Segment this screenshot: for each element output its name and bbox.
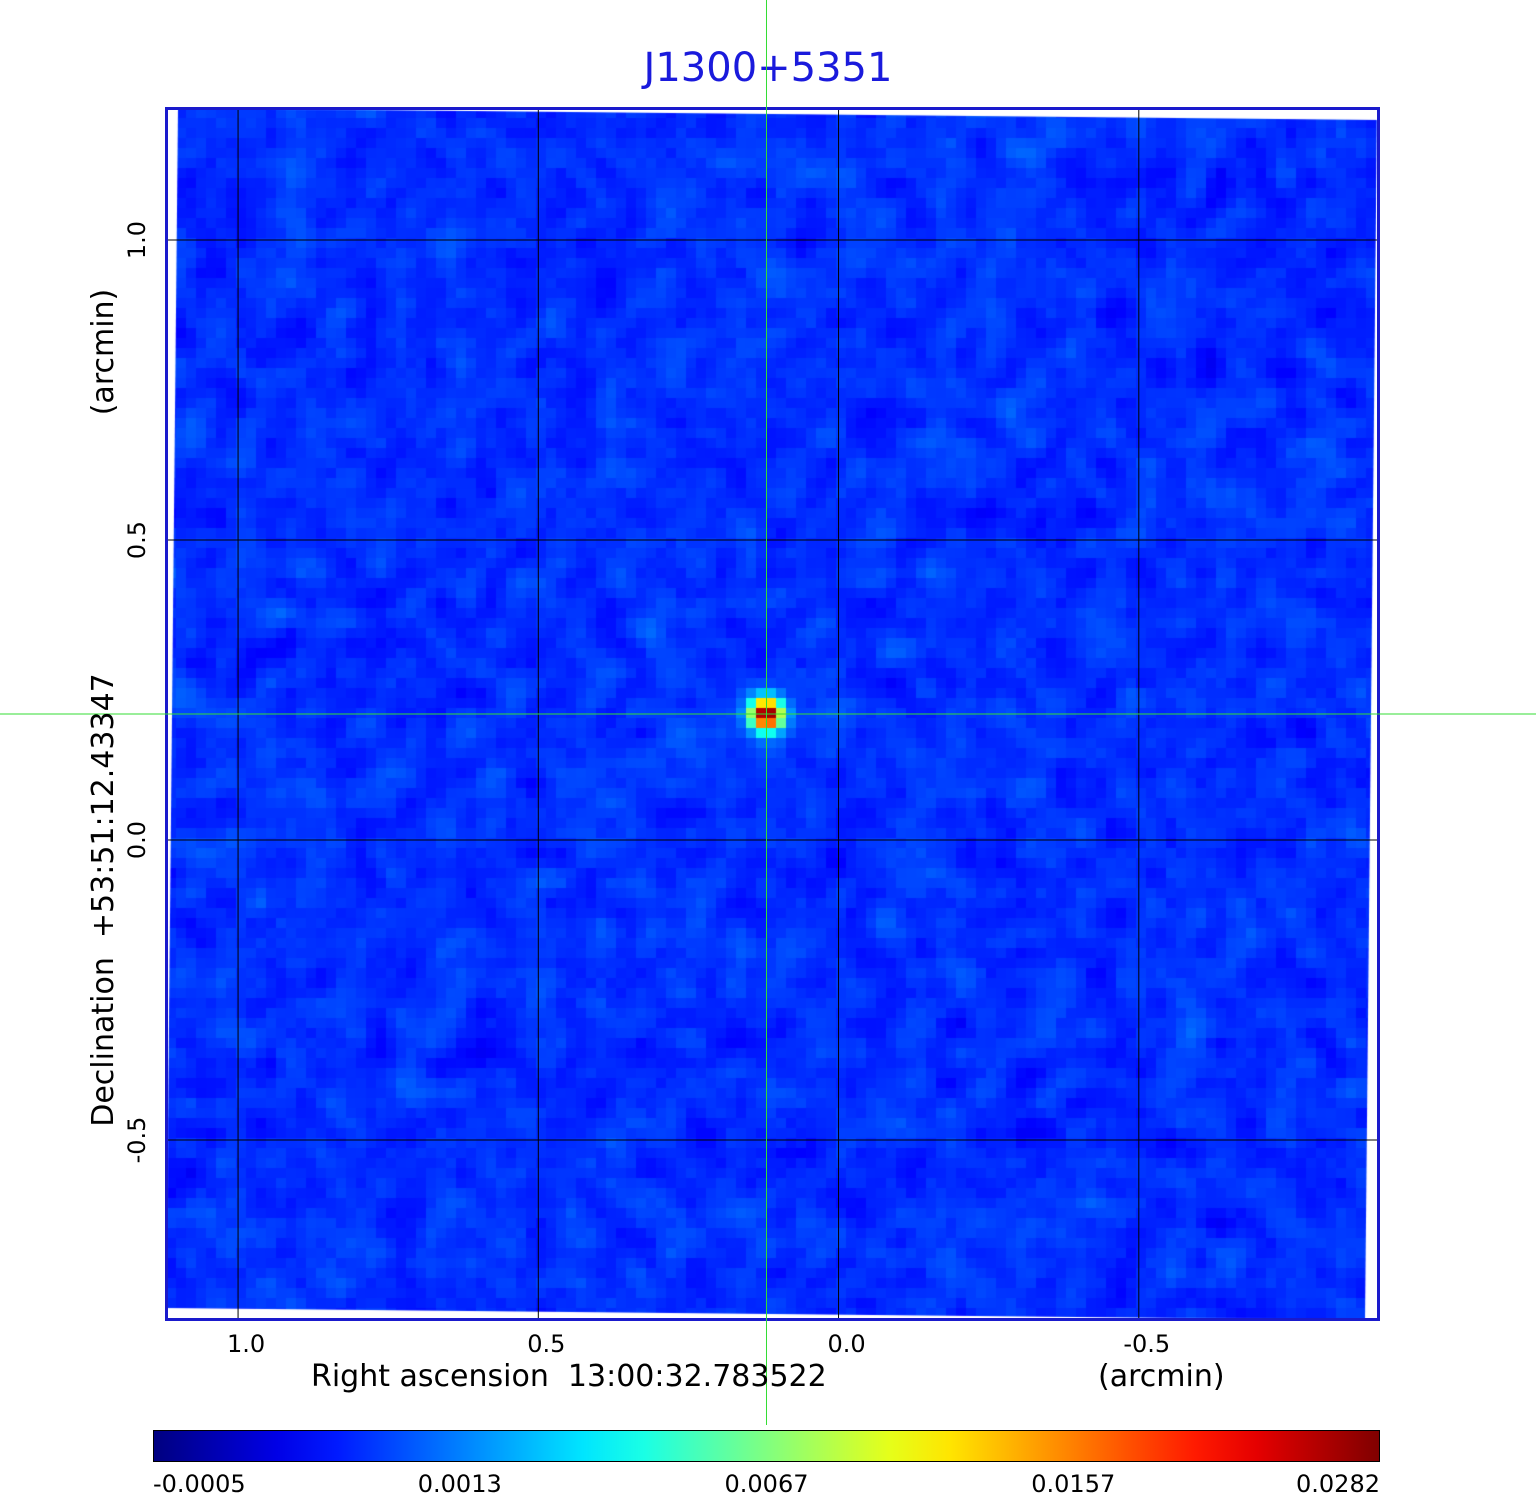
x-tick-label: 1.0 — [226, 1330, 266, 1358]
colorbar — [153, 1430, 1380, 1462]
y-axis-label: Declination +53:51:12.43347 — [86, 673, 121, 1127]
y-tick-label: 1.0 — [123, 220, 151, 260]
x-tick-label: -0.5 — [1123, 1330, 1171, 1358]
x-tick-label: 0.0 — [827, 1330, 866, 1358]
y-tick-label: -0.5 — [123, 1116, 151, 1164]
chart-title: J1300+5351 — [643, 45, 893, 91]
y-tick-label: 0.5 — [123, 520, 151, 560]
colorbar-tick-label: 0.0282 — [1296, 1470, 1380, 1498]
y-tick-label: 0.0 — [123, 820, 151, 860]
colorbar-tick-label: 0.0067 — [724, 1470, 809, 1498]
colorbar-tick-label: 0.0157 — [1031, 1470, 1116, 1498]
colorbar-tick-label: -0.0005 — [153, 1470, 246, 1498]
x-axis-unit: (arcmin) — [1098, 1359, 1225, 1394]
crosshair — [0, 0, 1536, 1425]
colorbar-tick-label: 0.0013 — [417, 1470, 502, 1498]
x-axis-label: Right ascension 13:00:32.783522 — [311, 1359, 827, 1394]
x-tick-label: 0.5 — [527, 1330, 566, 1358]
y-axis-unit: (arcmin) — [86, 288, 121, 416]
